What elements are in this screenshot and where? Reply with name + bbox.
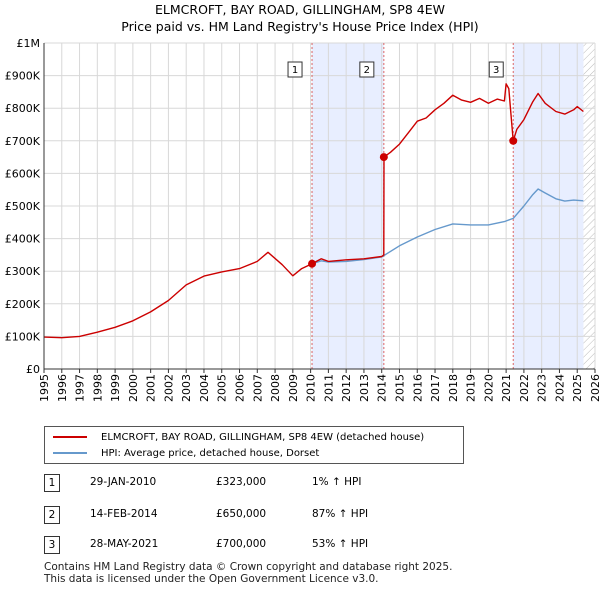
legend-item-hpi: HPI: Average price, detached house, Dors… bbox=[53, 446, 319, 460]
x-tick-label: 2006 bbox=[234, 374, 247, 402]
legend: ELMCROFT, BAY ROAD, GILLINGHAM, SP8 4EW … bbox=[44, 426, 464, 464]
x-tick-label: 2022 bbox=[518, 374, 531, 402]
x-tick-label: 2008 bbox=[269, 374, 282, 402]
y-tick-label: £100K bbox=[5, 330, 41, 343]
transaction-price: £323,000 bbox=[216, 476, 267, 488]
axes bbox=[43, 43, 595, 370]
sale-marker-box bbox=[287, 61, 303, 78]
x-tick-label: 1995 bbox=[38, 374, 51, 402]
x-tick-label: 1999 bbox=[109, 374, 122, 402]
x-tick-label: 2018 bbox=[447, 374, 460, 402]
x-tick-label: 2002 bbox=[162, 374, 175, 402]
x-tick-label: 2001 bbox=[145, 374, 158, 402]
x-tick-label: 2007 bbox=[251, 374, 264, 402]
x-tick-label: 2013 bbox=[358, 374, 371, 402]
transaction-number: 1 bbox=[44, 474, 60, 492]
transaction-date: 29-JAN-2010 bbox=[90, 476, 157, 488]
sale-marker-text: 3 bbox=[493, 65, 499, 76]
sale-points bbox=[308, 136, 518, 268]
x-tick-label: 1996 bbox=[56, 374, 69, 402]
sale-marker-box bbox=[359, 61, 375, 78]
transaction-number: 3 bbox=[44, 536, 60, 554]
legend-label-property: ELMCROFT, BAY ROAD, GILLINGHAM, SP8 4EW … bbox=[101, 431, 425, 443]
legend-item-property: ELMCROFT, BAY ROAD, GILLINGHAM, SP8 4EW … bbox=[53, 430, 424, 444]
sale-marker-text: 2 bbox=[364, 65, 370, 76]
y-tick-label: £900K bbox=[5, 70, 41, 83]
x-tick-label: 2003 bbox=[180, 374, 193, 402]
transaction-price: £650,000 bbox=[216, 508, 267, 520]
transaction-hpi: 1% ↑ HPI bbox=[312, 476, 362, 488]
transaction-row: 1 29-JAN-2010 £323,000 1% ↑ HPI bbox=[44, 474, 584, 492]
legend-label-hpi: HPI: Average price, detached house, Dors… bbox=[101, 447, 320, 459]
y-tick-label: £500K bbox=[5, 200, 41, 213]
y-tick-label: £0 bbox=[26, 363, 40, 376]
x-tick-label: 2020 bbox=[482, 374, 495, 402]
x-tick-label: 2015 bbox=[393, 374, 406, 402]
y-tick-label: £600K bbox=[5, 167, 41, 180]
transaction-date: 28-MAY-2021 bbox=[90, 538, 159, 550]
sale-point bbox=[509, 136, 518, 145]
x-tick-label: 2019 bbox=[465, 374, 478, 402]
x-tick-label: 2005 bbox=[216, 374, 229, 402]
series-line-hpi bbox=[311, 188, 584, 265]
y-tick-label: £300K bbox=[5, 265, 41, 278]
x-tick-label: 2010 bbox=[305, 374, 318, 402]
series-line-property bbox=[43, 83, 584, 339]
sale-marker-labels: 1 2 3 bbox=[287, 61, 504, 78]
grid-lines bbox=[43, 42, 596, 370]
chart-title: ELMCROFT, BAY ROAD, GILLINGHAM, SP8 4EW bbox=[155, 2, 445, 17]
x-tick-label: 2026 bbox=[589, 374, 600, 402]
x-tick-label: 1998 bbox=[91, 374, 104, 402]
y-tick-label: £400K bbox=[5, 233, 41, 246]
x-tick-label: 2014 bbox=[376, 374, 389, 402]
transaction-price: £700,000 bbox=[216, 538, 267, 550]
sale-point bbox=[379, 153, 388, 162]
x-tick-label: 2021 bbox=[500, 374, 513, 402]
y-tick-label: £800K bbox=[5, 102, 41, 115]
legend-swatch-hpi bbox=[53, 452, 87, 454]
x-tick-label: 2017 bbox=[429, 374, 442, 402]
x-tick-labels: 1995 1996 1997 1998 1999 2000 2001 2002 2003 2004… bbox=[38, 369, 600, 402]
x-tick-label: 2024 bbox=[553, 374, 566, 402]
chart-subtitle: Price paid vs. HM Land Registry's House … bbox=[121, 19, 479, 34]
transaction-hpi: 53% ↑ HPI bbox=[312, 538, 369, 550]
transaction-number: 2 bbox=[44, 506, 60, 524]
x-tick-label: 2025 bbox=[571, 374, 584, 402]
x-tick-label: 2016 bbox=[411, 374, 424, 402]
y-tick-label: £200K bbox=[5, 298, 41, 311]
footer-copyright: Contains HM Land Registry data © Crown c… bbox=[44, 561, 453, 573]
x-tick-label: 2011 bbox=[322, 374, 335, 402]
sale-point bbox=[308, 259, 317, 268]
transaction-hpi: 87% ↑ HPI bbox=[312, 508, 369, 520]
transaction-row: 2 14-FEB-2014 £650,000 87% ↑ HPI bbox=[44, 506, 584, 524]
footer-licence: This data is licensed under the Open Gov… bbox=[44, 573, 379, 585]
transaction-row: 3 28-MAY-2021 £700,000 53% ↑ HPI bbox=[44, 536, 584, 554]
x-tick-label: 2012 bbox=[340, 374, 353, 402]
y-tick-label: £700K bbox=[5, 135, 41, 148]
y-tick-labels: £0 £100K £200K £300K £400K £500K £600K £700K £80… bbox=[5, 37, 41, 376]
y-tick-label: £1M bbox=[17, 37, 41, 50]
x-tick-label: 1997 bbox=[74, 374, 87, 402]
price-chart: 1 2 3 £0 £100K £200K £300K £400K £500K £600K £700… bbox=[5, 37, 600, 402]
x-tick-label: 2023 bbox=[536, 374, 549, 402]
sale-marker-box bbox=[488, 61, 504, 78]
legend-swatch-property bbox=[53, 436, 87, 438]
x-tick-label: 2004 bbox=[198, 374, 211, 402]
transaction-date: 14-FEB-2014 bbox=[90, 508, 158, 520]
sale-marker-text: 1 bbox=[292, 65, 298, 76]
x-tick-label: 2009 bbox=[287, 374, 300, 402]
x-tick-label: 2000 bbox=[127, 374, 140, 402]
series-lines bbox=[43, 83, 584, 339]
